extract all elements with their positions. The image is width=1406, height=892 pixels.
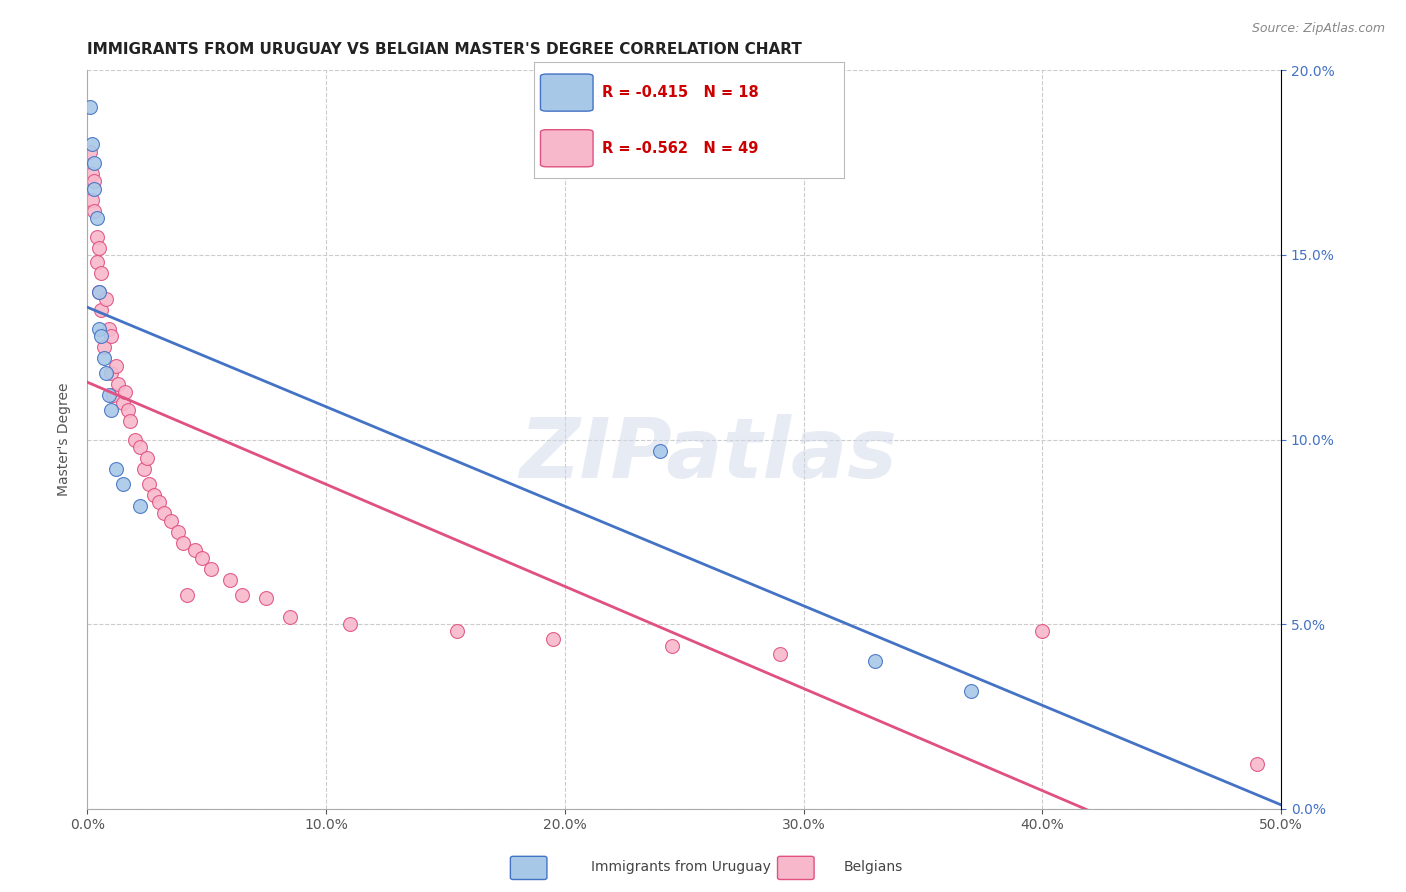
Point [104, 462, 127, 476]
Point [134, 462, 156, 476]
Point [87, 241, 110, 255]
Point [111, 395, 134, 409]
Point [114, 384, 136, 399]
Point [152, 507, 174, 521]
Point [87, 322, 110, 336]
Point [191, 550, 214, 565]
Point [167, 524, 190, 539]
Text: R = -0.415   N = 18: R = -0.415 N = 18 [602, 85, 759, 100]
Point [339, 617, 361, 632]
Point [148, 495, 170, 509]
Point [103, 388, 125, 402]
Point [97, 388, 120, 402]
Point [863, 654, 886, 668]
Point [446, 624, 468, 639]
Point [172, 536, 194, 550]
Point [138, 476, 160, 491]
Point [80, 193, 103, 207]
Point [231, 588, 253, 602]
Point [278, 609, 301, 624]
Point [159, 514, 181, 528]
Point [959, 683, 981, 698]
Point [86, 229, 108, 244]
Point [96, 366, 118, 380]
Point [83, 155, 105, 169]
Point [87, 285, 110, 299]
FancyBboxPatch shape [540, 74, 593, 112]
Point [79, 100, 101, 114]
Point [120, 414, 142, 428]
Text: IMMIGRANTS FROM URUGUAY VS BELGIAN MASTER'S DEGREE CORRELATION CHART: IMMIGRANTS FROM URUGUAY VS BELGIAN MASTE… [87, 42, 801, 57]
Point [661, 640, 683, 654]
Text: Source: ZipAtlas.com: Source: ZipAtlas.com [1251, 22, 1385, 36]
Point [541, 632, 564, 646]
Point [90, 303, 112, 318]
Point [128, 440, 150, 454]
Point [83, 203, 105, 218]
Point [128, 499, 150, 513]
Point [83, 181, 105, 195]
Point [769, 647, 792, 661]
Point [80, 167, 103, 181]
Point [90, 329, 112, 343]
Point [219, 573, 242, 587]
Point [100, 329, 122, 343]
Point [254, 591, 277, 606]
Point [1031, 624, 1053, 639]
Point [86, 211, 108, 225]
Point [97, 322, 120, 336]
Text: Immigrants from Uruguay: Immigrants from Uruguay [591, 860, 770, 874]
Point [200, 562, 222, 576]
Point [100, 403, 122, 417]
Text: ZIPatlas: ZIPatlas [519, 414, 897, 495]
FancyBboxPatch shape [540, 129, 593, 167]
Point [176, 588, 198, 602]
Point [86, 255, 108, 269]
Point [100, 366, 122, 380]
Point [93, 340, 115, 354]
Point [107, 377, 129, 392]
Point [104, 359, 127, 373]
Point [183, 543, 205, 558]
Point [80, 137, 103, 152]
Point [117, 403, 139, 417]
Point [111, 476, 134, 491]
Point [96, 293, 118, 307]
Point [124, 433, 146, 447]
Point [83, 174, 105, 188]
Point [135, 450, 157, 465]
Point [90, 267, 112, 281]
Point [87, 285, 110, 299]
Point [650, 443, 672, 458]
Text: R = -0.562   N = 49: R = -0.562 N = 49 [602, 141, 759, 156]
Point [143, 488, 166, 502]
Point [93, 351, 115, 366]
Point [1246, 757, 1268, 772]
Text: Belgians: Belgians [844, 860, 903, 874]
Point [79, 145, 101, 159]
Y-axis label: Master's Degree: Master's Degree [58, 383, 72, 496]
